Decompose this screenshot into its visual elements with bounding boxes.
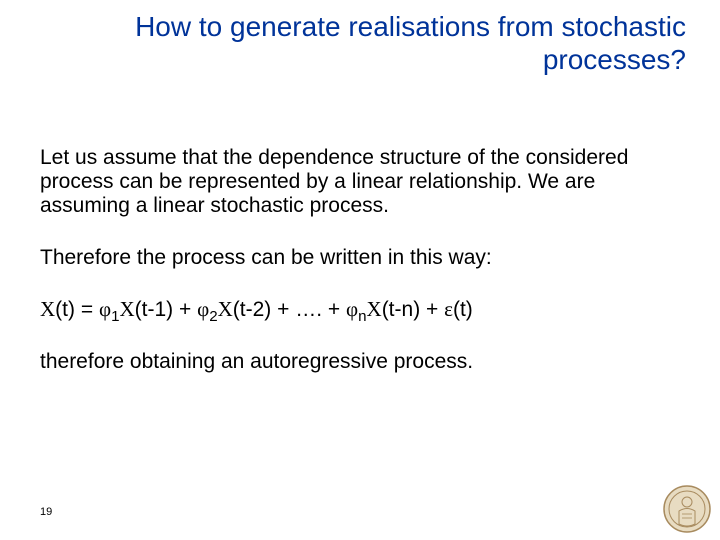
slide: How to generate realisations from stocha… [0,0,720,540]
slide-body: Let us assume that the dependence struct… [40,146,670,402]
paragraph-2: Therefore the process can be written in … [40,246,670,270]
eq-sub-2: 2 [209,308,217,325]
eq-lhs-var: X [40,297,55,321]
paragraph-1: Let us assume that the dependence struct… [40,146,670,218]
eq-arg-1: (t-1) + [135,298,197,321]
page-number: 19 [40,506,52,518]
eq-phi-n: φ [346,297,358,321]
eq-x-n: X [367,297,382,321]
paragraph-3: therefore obtaining an autoregressive pr… [40,350,670,374]
eq-x-1: X [119,297,134,321]
eq-phi-2: φ [197,297,209,321]
seal-icon [662,484,712,534]
equation: X(t) = φ1X(t-1) + φ2X(t-2) + …. + φnX(t-… [40,298,670,322]
eq-arg-e: (t) [453,298,473,321]
eq-sub-n: n [358,308,366,325]
eq-lhs-arg: (t) = [55,298,99,321]
eq-phi-1: φ [99,297,111,321]
eq-arg-2: (t-2) + …. + [233,298,346,321]
eq-x-2: X [218,297,233,321]
eq-eps: ε [444,297,453,321]
eq-arg-n: (t-n) + [382,298,444,321]
slide-title: How to generate realisations from stocha… [44,10,686,76]
